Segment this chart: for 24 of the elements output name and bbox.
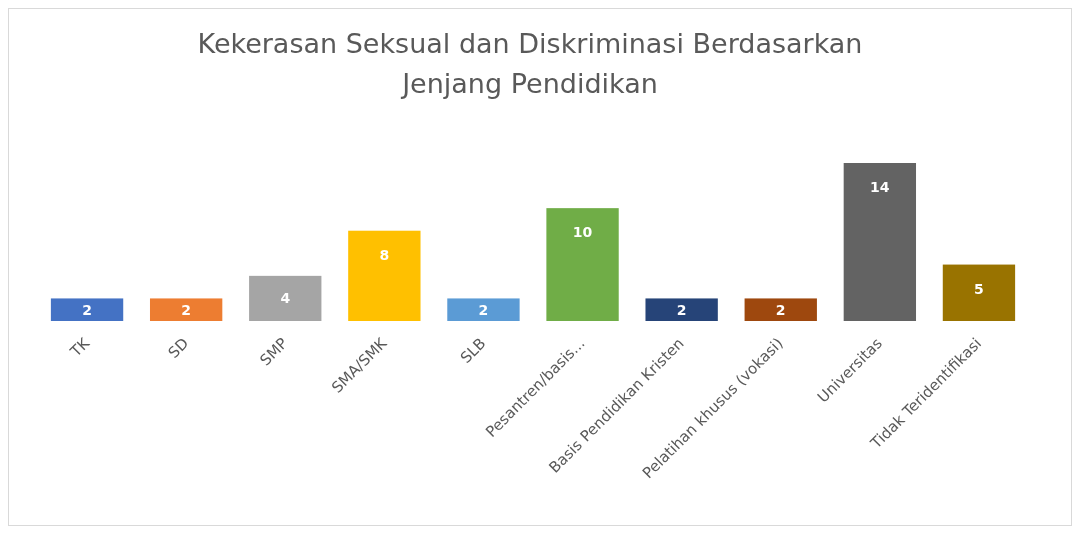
bar (348, 230, 421, 321)
x-tick-label: SLB (456, 334, 490, 367)
data-label: 2 (676, 301, 687, 318)
bar (942, 264, 1016, 321)
bar (249, 275, 322, 321)
data-label: 4 (280, 290, 291, 307)
chart-title: Kekerasan Seksual dan Diskriminasi Berdasarkan Jenjang Pendidikan (197, 28, 863, 99)
data-label: 2 (478, 301, 489, 318)
data-label: 8 (379, 246, 390, 263)
bar (645, 298, 718, 321)
bar (149, 298, 223, 321)
bar (50, 298, 124, 321)
data-label: 10 (572, 224, 593, 241)
x-tick-label: TK (66, 333, 94, 362)
bar (744, 298, 817, 321)
data-label: 2 (82, 301, 92, 318)
x-tick-label: SD (164, 334, 193, 362)
bar (546, 208, 619, 321)
bar (447, 298, 520, 321)
data-label: 14 (870, 179, 890, 195)
data-label: 2 (775, 301, 786, 318)
data-label: 2 (181, 301, 192, 318)
data-label: 5 (974, 280, 984, 297)
bar (843, 163, 917, 321)
